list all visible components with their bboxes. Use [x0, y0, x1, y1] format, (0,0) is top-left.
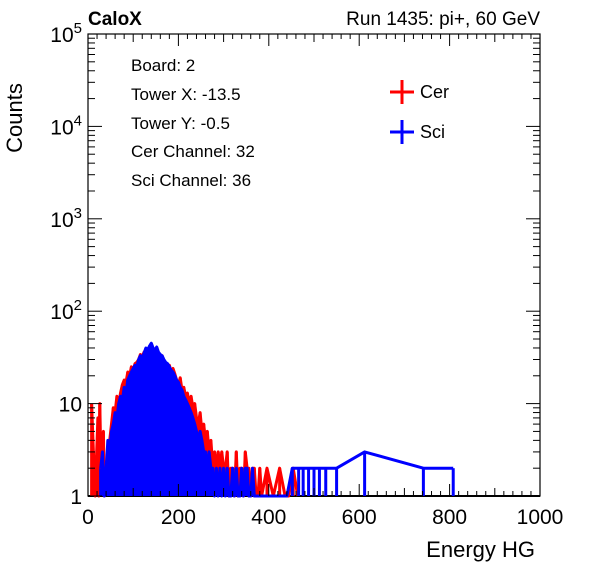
info-sci-channel: Sci Channel: 36: [131, 171, 251, 190]
legend: Cer Sci: [390, 80, 449, 144]
legend-label-sci: Sci: [420, 122, 445, 142]
x-tick-label: 400: [251, 506, 286, 529]
x-tick-label: 1000: [517, 506, 564, 529]
x-tick-label: 800: [432, 506, 467, 529]
y-tick-label: 103: [50, 205, 82, 232]
x-tick-label: 200: [161, 506, 196, 529]
y-tick-label: 1: [70, 486, 82, 509]
x-axis-label: Energy HG: [426, 537, 535, 562]
series-sci: [99, 341, 455, 498]
info-box: Board: 2 Tower X: -13.5 Tower Y: -0.5 Ce…: [131, 56, 255, 190]
info-tower-y: Tower Y: -0.5: [131, 114, 230, 133]
info-tower-x: Tower X: -13.5: [131, 85, 241, 104]
x-tick-label: 0: [82, 506, 94, 529]
line-sci: [99, 341, 454, 498]
y-tick-label: 105: [50, 20, 82, 47]
chart-title-right: Run 1435: pi+, 60 GeV: [346, 9, 540, 30]
info-board: Board: 2: [131, 56, 195, 75]
x-axis: 0 200 400 600 800 1000: [82, 34, 563, 529]
series-layer: [88, 341, 540, 498]
legend-marker-cer: [390, 80, 414, 104]
legend-label-cer: Cer: [420, 82, 449, 102]
legend-marker-sci: [390, 120, 414, 144]
y-axis: 1 10 102 103 104 105: [50, 20, 540, 509]
y-axis-label: Counts: [2, 83, 27, 153]
y-tick-label: 10: [59, 394, 82, 417]
x-tick-label: 600: [342, 506, 377, 529]
info-cer-channel: Cer Channel: 32: [131, 142, 255, 161]
y-tick-label: 104: [50, 112, 82, 139]
y-tick-label: 102: [50, 297, 82, 324]
chart-title-left: CaloX: [88, 9, 142, 30]
